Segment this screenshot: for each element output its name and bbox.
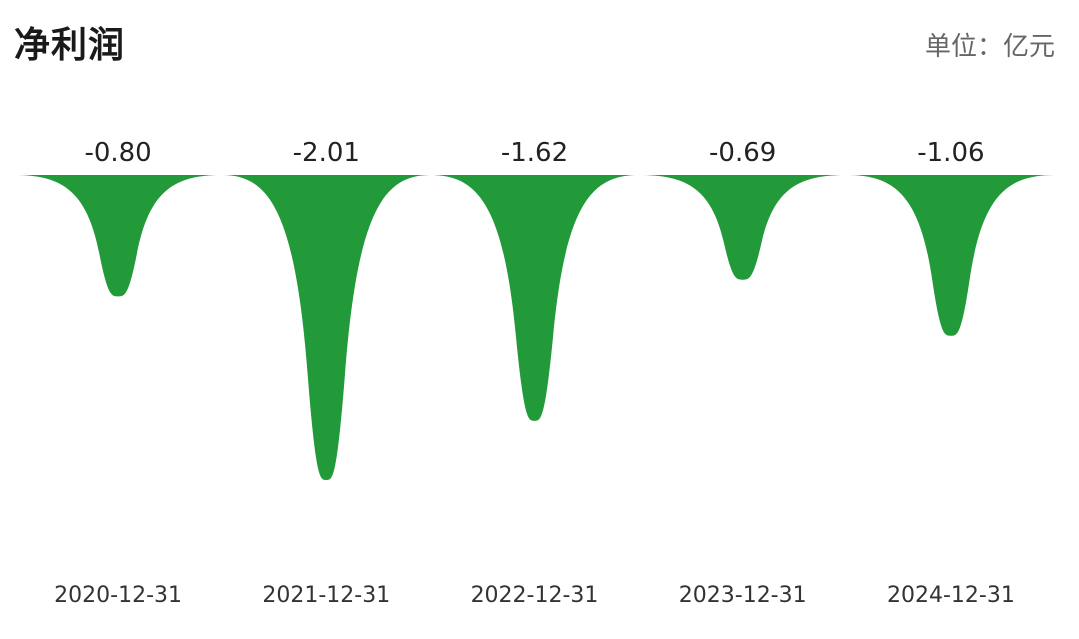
x-axis-tick-labels: 2020-12-31 2021-12-31 2022-12-31 2023-12-31… (54, 583, 1015, 608)
value-labels: -0.80 -2.01 -1.62 -0.69 -1.06 (84, 138, 984, 168)
unit-label: 单位：亿元 (924, 32, 1055, 62)
spike-2020-12-31 (14, 175, 223, 297)
spike-series (14, 175, 1055, 480)
spike-2021-12-31 (222, 175, 431, 480)
spike-2022-12-31 (430, 175, 639, 421)
value-label: -1.62 (501, 138, 568, 168)
value-label: -1.06 (917, 138, 984, 168)
spike-2024-12-31 (846, 175, 1055, 336)
x-tick-label: 2023-12-31 (679, 583, 807, 608)
value-label: -0.69 (709, 138, 776, 168)
spike-2023-12-31 (638, 175, 847, 280)
x-tick-label: 2020-12-31 (54, 583, 182, 608)
x-tick-label: 2021-12-31 (262, 583, 390, 608)
value-label: -2.01 (293, 138, 360, 168)
x-tick-label: 2022-12-31 (471, 583, 599, 608)
x-tick-label: 2024-12-31 (887, 583, 1015, 608)
value-label: -0.80 (84, 138, 151, 168)
chart-title: 净利润 (14, 25, 126, 66)
